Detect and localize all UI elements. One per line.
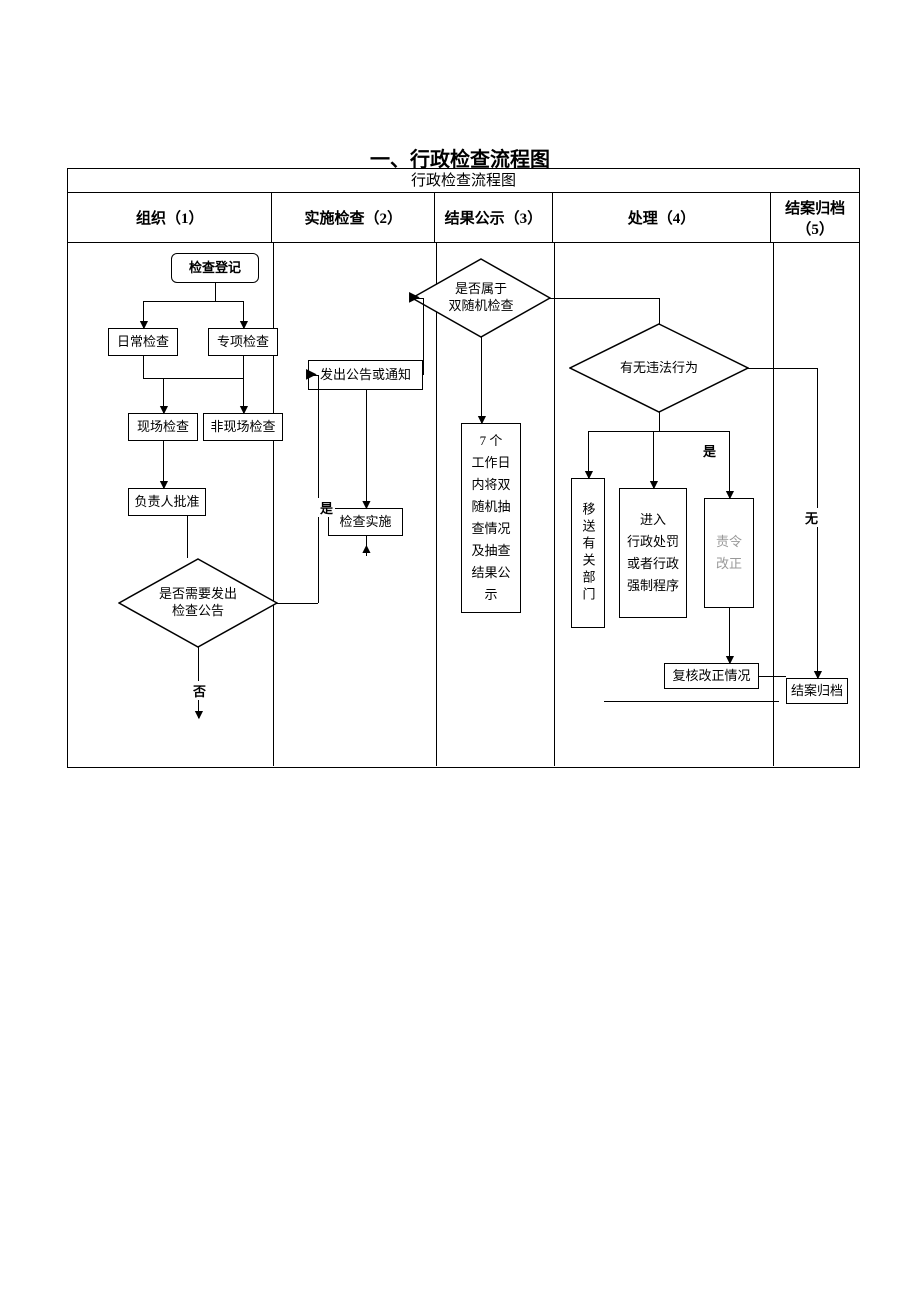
arrowhead: ▶ (409, 291, 420, 305)
edge (604, 701, 779, 702)
edge (187, 516, 188, 558)
edge (318, 375, 319, 603)
edge (366, 390, 367, 508)
arrowhead: ▼ (157, 479, 171, 493)
node-n_review: 复核改正情况 (664, 663, 759, 689)
arrowhead: ▼ (723, 489, 737, 503)
arrowhead: ▼ (582, 469, 596, 483)
edge (759, 676, 786, 677)
edge (549, 298, 659, 299)
edge (215, 283, 216, 301)
header-row: 组织（1）实施检查（2）结果公示（3）处理（4）结案归档（5） (68, 193, 859, 243)
node-n_start: 检查登记 (171, 253, 259, 283)
edge (163, 378, 243, 379)
header-c2: 实施检查（2） (272, 193, 435, 242)
node-n_penalty: 进入行政处罚或者行政强制程序 (619, 488, 687, 618)
edge-label-no2: 无 (803, 508, 820, 527)
edge (366, 536, 367, 556)
edge (659, 298, 660, 325)
edge (659, 411, 660, 431)
flow-body: 检查登记日常检查专项检查现场检查非现场检查负责人批准是否需要发出检查公告发出公告… (68, 243, 859, 766)
arrowhead: ▶ (306, 368, 317, 382)
edge (423, 298, 424, 375)
header-c5: 结案归档（5） (771, 193, 859, 242)
arrowhead: ▼ (475, 414, 489, 428)
header-c1: 组织（1） (68, 193, 272, 242)
edge-label-yes1: 是 (318, 498, 335, 517)
arrowhead: ▼ (157, 404, 171, 418)
header-c4: 处理（4） (553, 193, 771, 242)
lane-divider (273, 243, 274, 766)
node-n_transfer: 移送有关部门 (571, 478, 605, 628)
edge-label-yes2: 是 (701, 441, 718, 460)
node-n_correct: 责令改正 (704, 498, 754, 608)
arrowhead: ▼ (137, 319, 151, 333)
edge (276, 603, 318, 604)
lane-divider (554, 243, 555, 766)
edge (143, 301, 243, 302)
arrowhead: ▼ (811, 669, 825, 683)
node-d_illegal: 有无违法行为 (569, 323, 749, 413)
node-d_announce: 是否需要发出检查公告 (118, 558, 278, 648)
arrowhead: ▼ (192, 709, 206, 723)
node-n_publish: 7 个工作日内将双随机抽查情况及抽查结果公示 (461, 423, 521, 613)
edge (143, 356, 144, 378)
arrowhead: ▼ (360, 499, 374, 513)
arrowhead: ▼ (237, 319, 251, 333)
arrowhead: ▼ (723, 654, 737, 668)
edge (481, 336, 482, 423)
edge (588, 431, 729, 432)
node-d_random: 是否属于双随机检查 (411, 258, 551, 338)
edge (243, 356, 244, 378)
flowchart-container: 行政检查流程图组织（1）实施检查（2）结果公示（3）处理（4）结案归档（5） 检查… (67, 168, 860, 768)
arrowhead: ▼ (647, 479, 661, 493)
table-title: 行政检查流程图 (68, 169, 859, 193)
header-c3: 结果公示（3） (435, 193, 553, 242)
arrowhead: ▼ (237, 404, 251, 418)
edge (747, 368, 817, 369)
node-n_notice: 发出公告或通知 (308, 360, 423, 390)
lane-divider (773, 243, 774, 766)
edge-label-no1: 否 (191, 681, 208, 700)
